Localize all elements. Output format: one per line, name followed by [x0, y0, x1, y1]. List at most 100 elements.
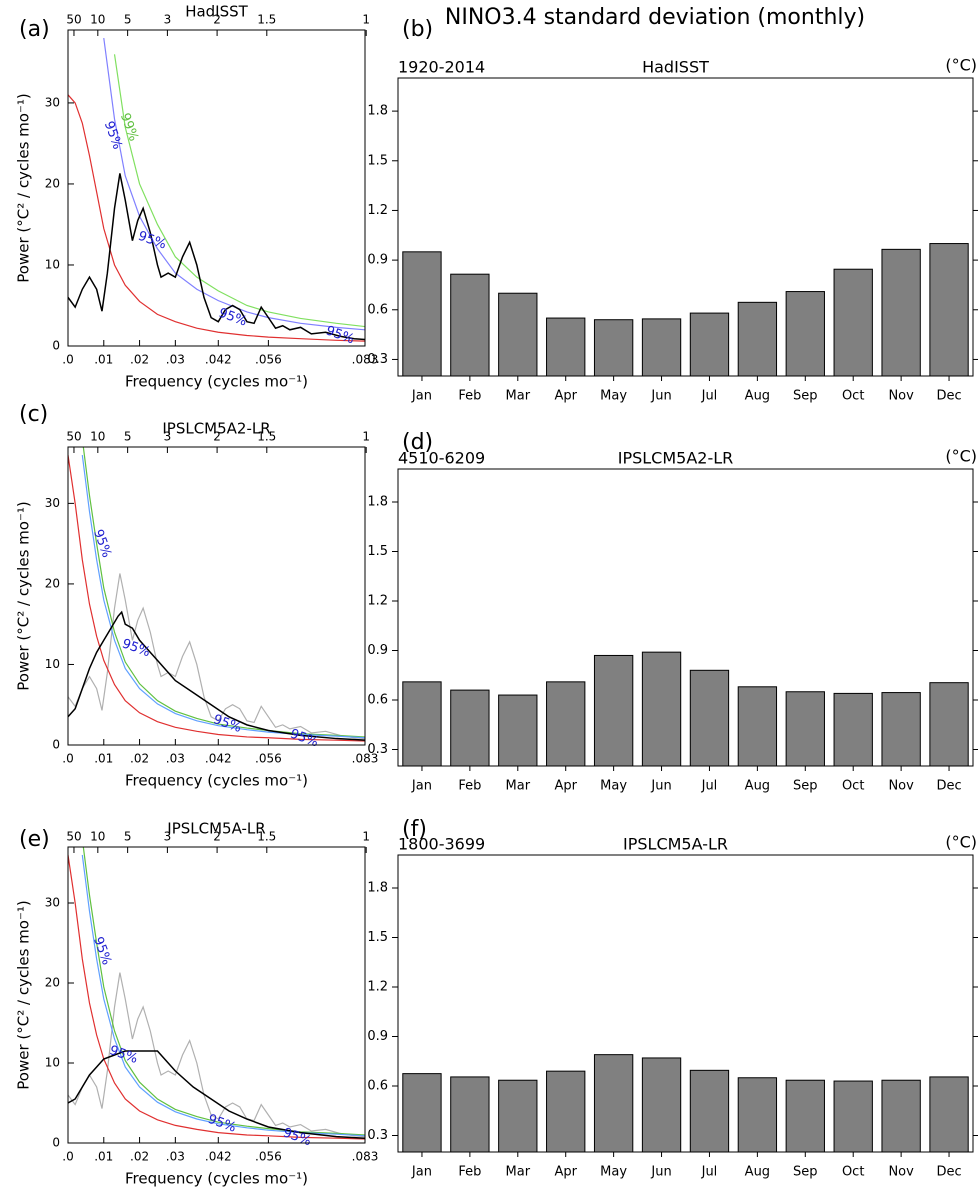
y-tick-label: 0.3: [367, 742, 388, 757]
y-tick-label: 30: [45, 496, 60, 510]
period-label: 4510-6209: [398, 449, 485, 468]
bar: [593, 1054, 634, 1153]
y-tick-label: 20: [45, 976, 60, 990]
confidence-label: 95%: [216, 306, 248, 330]
bar: [498, 694, 538, 767]
y-tick-label: 0.9: [367, 643, 388, 658]
period-tick-label: 10: [90, 830, 105, 844]
y-tick-label: 1.5: [367, 930, 388, 945]
x-tick-label: Sep: [793, 389, 818, 404]
panel-label: (e): [19, 827, 50, 852]
x-tick-label: Mar: [506, 389, 531, 404]
x-tick-label: Dec: [936, 1165, 961, 1180]
x-tick-label: Mar: [506, 1165, 531, 1180]
period-tick-label: 1.5: [257, 830, 276, 844]
plot-area: [68, 447, 365, 742]
spectrum-line: [68, 454, 365, 742]
panel-label: (c): [19, 402, 48, 427]
bar: [785, 291, 825, 377]
confidence-label: 95%: [120, 636, 152, 660]
panel-label: (d): [402, 430, 433, 455]
period-tick-label: 5: [124, 430, 132, 444]
y-tick-label: 1.8: [367, 495, 388, 510]
panel-label: (a): [19, 17, 50, 42]
x-tick-label: Apr: [554, 389, 577, 404]
y-tick-label: 0: [52, 339, 60, 353]
period-tick-label: 3: [164, 430, 172, 444]
bar: [546, 1070, 586, 1153]
y-tick-label: 20: [45, 576, 60, 590]
bar: [689, 312, 730, 377]
x-tick-label: Jul: [701, 1165, 718, 1180]
x-tick-label: .01: [94, 353, 113, 367]
x-tick-label: Apr: [554, 779, 577, 794]
figure-title: NINO3.4 standard deviation (monthly): [445, 5, 865, 30]
period-tick-label: 10: [90, 13, 105, 27]
chart-title: IPSLCM5A-LR: [623, 835, 728, 854]
bar: [593, 654, 634, 767]
confidence-label: 95%: [206, 1112, 238, 1136]
y-tick-label: 0.6: [367, 1079, 388, 1094]
x-tick-label: Sep: [793, 1165, 818, 1180]
x-tick-label: .056: [255, 1150, 282, 1164]
x-axis-label: Frequency (cycles mo⁻¹): [125, 373, 308, 391]
x-tick-label: Nov: [888, 1165, 914, 1180]
bar: [546, 317, 586, 377]
bar: [881, 692, 921, 767]
y-tick-label: 1.2: [367, 203, 388, 218]
x-tick-label: Aug: [745, 1165, 770, 1180]
period-tick-label: 50: [66, 430, 81, 444]
period-tick-label: 1.5: [257, 13, 276, 27]
bar: [450, 1076, 490, 1153]
spectrum-line: [68, 573, 365, 740]
period-tick-label: 2: [213, 830, 221, 844]
spectrum-line: [68, 610, 365, 741]
x-tick-label: .042: [205, 353, 232, 367]
x-tick-label: .056: [255, 752, 282, 766]
bar: [737, 1077, 778, 1153]
y-axis-label: Power (°C² / cycles mo⁻¹): [15, 501, 33, 690]
bar: [785, 691, 825, 767]
plot-frame: [397, 77, 974, 377]
period-tick-label: 2: [213, 13, 221, 27]
x-tick-label: May: [600, 1165, 627, 1180]
period-tick-label: 2: [213, 430, 221, 444]
x-tick-label: Feb: [458, 1165, 481, 1180]
period-tick-label: 1: [362, 13, 370, 27]
bar: [498, 1079, 538, 1153]
x-tick-label: Apr: [554, 1165, 577, 1180]
y-tick-label: 0.6: [367, 693, 388, 708]
y-tick-label: 1.8: [367, 104, 388, 119]
bar: [593, 319, 634, 377]
confidence-label: 95%: [90, 935, 114, 967]
y-axis-label: Power (°C² / cycles mo⁻¹): [15, 93, 33, 282]
bar: [737, 686, 778, 767]
y-axis-label: Power (°C² / cycles mo⁻¹): [15, 900, 33, 1089]
x-tick-label: .083: [352, 752, 379, 766]
x-tick-label: .056: [255, 353, 282, 367]
spectrum-line: [103, 38, 365, 331]
x-tick-label: May: [600, 389, 627, 404]
confidence-label: 95%: [211, 712, 243, 736]
period-tick-label: 1.5: [257, 430, 276, 444]
confidence-label: 95%: [136, 229, 168, 253]
x-tick-label: Nov: [888, 779, 914, 794]
plot-frame: [67, 846, 366, 1144]
x-tick-label: .042: [205, 752, 232, 766]
confidence-label: 95%: [288, 727, 320, 751]
bar: [641, 1057, 682, 1153]
x-tick-label: Sep: [793, 779, 818, 794]
confidence-label: 95%: [90, 528, 114, 560]
y-tick-label: 1.2: [367, 594, 388, 609]
x-tick-label: .02: [130, 1150, 149, 1164]
y-tick-label: 10: [45, 657, 60, 671]
x-tick-label: Jan: [411, 389, 432, 404]
x-tick-label: Oct: [842, 1165, 864, 1180]
x-tick-label: .03: [166, 1150, 185, 1164]
spectrum-line: [68, 94, 365, 342]
bar: [641, 651, 682, 767]
bar: [881, 1079, 921, 1153]
bar: [785, 1079, 825, 1153]
spectrum-line: [82, 447, 365, 738]
